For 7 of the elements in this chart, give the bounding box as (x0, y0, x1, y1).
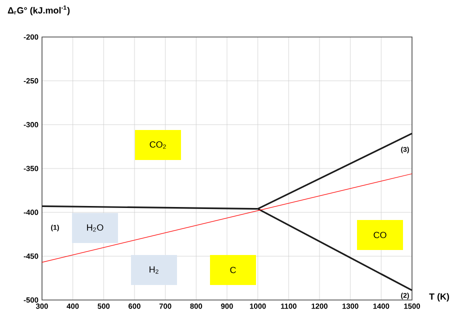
annotation: CO$_{2}$ (150, 141, 166, 149)
annotation: H$_{2}$ (150, 266, 158, 274)
x-axis-title: T (K) (429, 293, 450, 302)
y-axis-title: Δ$_{r}$G° (kJ.mol$^{-1}$) (8, 6, 70, 16)
annotation: C (230, 266, 236, 274)
annotation: CO (374, 232, 386, 238)
annotation: H$_{2}$O (87, 224, 104, 232)
